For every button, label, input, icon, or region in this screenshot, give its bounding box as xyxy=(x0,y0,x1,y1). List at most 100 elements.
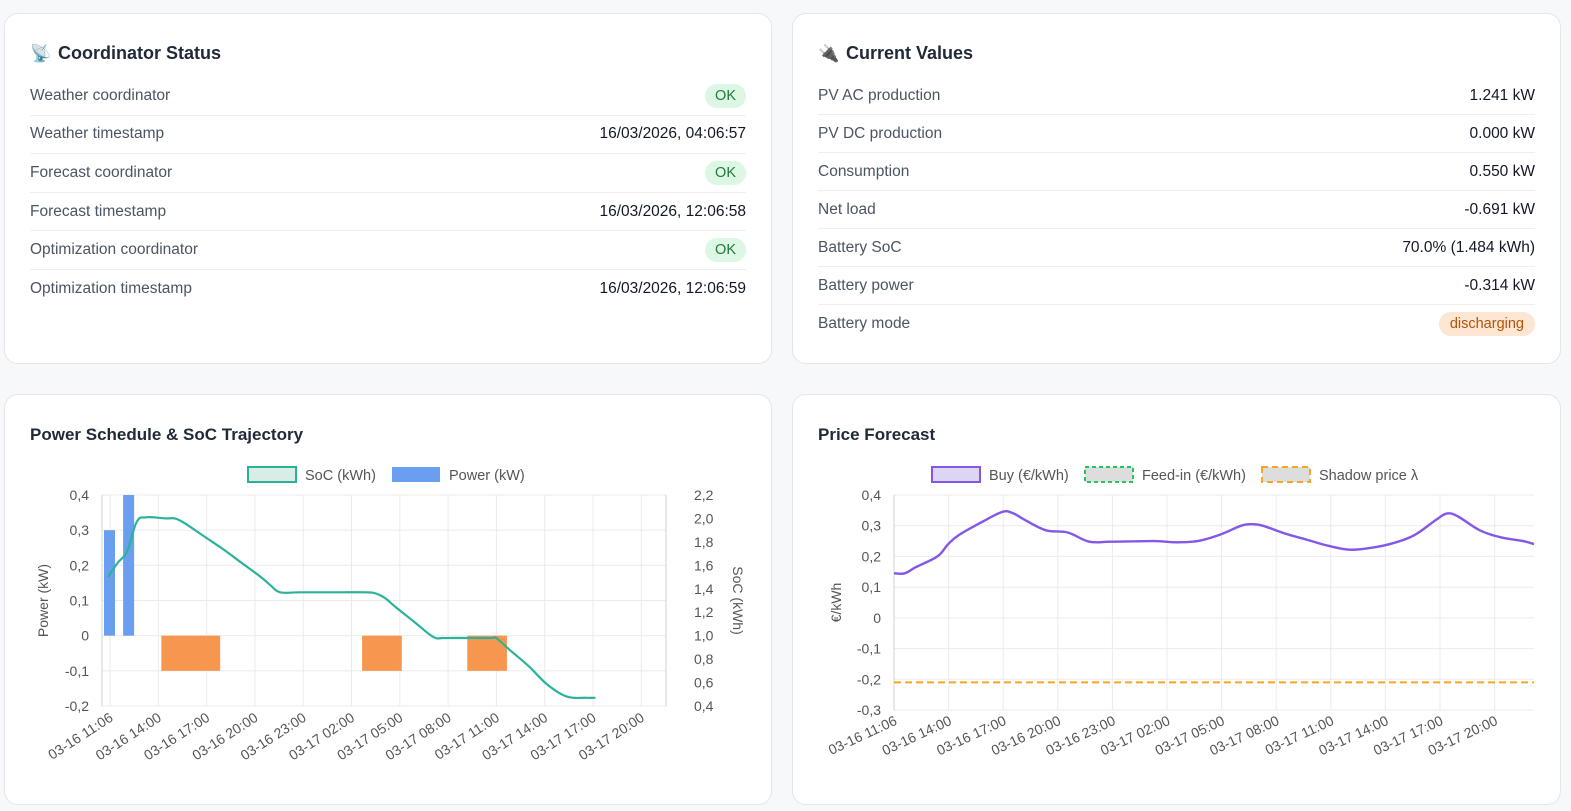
row-value: 70.0% (1.484 kWh) xyxy=(1402,238,1535,256)
row-label: PV DC production xyxy=(818,124,943,142)
row-optimization-timestamp: Optimization timestamp 16/03/2026, 12:06:… xyxy=(30,270,746,309)
row-label: Consumption xyxy=(818,162,910,180)
row-forecast-coordinator: Forecast coordinator OK xyxy=(30,154,746,193)
y-tick-right: 1,8 xyxy=(694,534,714,550)
power-bar xyxy=(381,635,393,671)
power-bar xyxy=(371,635,383,671)
y-tick-right: 1,2 xyxy=(694,604,714,620)
row-forecast-timestamp: Forecast timestamp 16/03/2026, 12:06:58 xyxy=(30,193,746,232)
y-tick-right: 0,8 xyxy=(694,651,714,667)
row-optimization-coordinator: Optimization coordinator OK xyxy=(30,231,746,270)
y-tick: 0 xyxy=(873,610,881,626)
row-net-load: Net load -0.691 kW xyxy=(818,191,1535,229)
row-battery-mode: Battery mode discharging xyxy=(818,305,1535,343)
row-battery-power: Battery power -0.314 kW xyxy=(818,267,1535,305)
power-bar xyxy=(190,635,202,671)
y-tick-left: 0,1 xyxy=(70,593,90,609)
power-bar xyxy=(495,635,507,671)
y-tick: 0,2 xyxy=(862,548,882,564)
legend-soc-swatch xyxy=(247,466,297,483)
coordinator-status-card: 📡 Coordinator Status Weather coordinator… xyxy=(4,13,772,364)
power-bar xyxy=(161,635,173,671)
row-pv-ac-production: PV AC production 1.241 kW xyxy=(818,77,1535,115)
power-bar xyxy=(362,635,374,671)
row-label: Weather timestamp xyxy=(30,125,165,143)
row-value: 16/03/2026, 12:06:59 xyxy=(599,280,746,298)
y-tick-left: 0,4 xyxy=(70,487,90,503)
coordinator-status-title: 📡 Coordinator Status xyxy=(30,43,221,64)
row-label: Net load xyxy=(818,200,876,218)
plug-icon: 🔌 xyxy=(818,43,840,63)
status-badge: OK xyxy=(705,238,746,263)
row-battery-soc: Battery SoC 70.0% (1.484 kWh) xyxy=(818,229,1535,267)
power-bar xyxy=(180,635,192,671)
row-value: 0.000 kW xyxy=(1469,124,1535,142)
y-axis-title: €/kWh xyxy=(828,583,844,623)
status-badge: discharging xyxy=(1438,312,1535,336)
row-value: 1.241 kW xyxy=(1469,86,1535,104)
y-axis-title-left: Power (kW) xyxy=(35,564,51,637)
power-bar xyxy=(104,530,115,636)
y-tick: 0,4 xyxy=(862,487,882,503)
power-bar xyxy=(476,635,488,671)
row-consumption: Consumption 0.550 kW xyxy=(818,153,1535,191)
current-values-list: PV AC production 1.241 kW PV DC production… xyxy=(818,77,1535,343)
y-tick-right: 0,4 xyxy=(694,698,714,714)
row-label: Forecast coordinator xyxy=(30,163,173,181)
legend-feedin-label: Feed-in (€/kWh) xyxy=(1142,468,1246,484)
row-label: Optimization timestamp xyxy=(30,280,192,298)
legend-soc-label: SoC (kWh) xyxy=(305,468,376,484)
legend-buy-swatch xyxy=(931,466,981,483)
legend-power-swatch xyxy=(392,467,440,482)
row-value: 16/03/2026, 04:06:57 xyxy=(599,125,746,143)
current-values-title-text: Current Values xyxy=(846,43,974,63)
status-badge: OK xyxy=(705,83,746,108)
y-tick-right: 1,0 xyxy=(694,628,714,644)
y-tick-left: -0,1 xyxy=(65,663,89,679)
power-bar xyxy=(467,635,479,671)
row-weather-timestamp: Weather timestamp 16/03/2026, 04:06:57 xyxy=(30,116,746,155)
legend-shadow-label: Shadow price λ xyxy=(1319,468,1419,484)
power-bar xyxy=(486,635,498,671)
y-tick-right: 2,2 xyxy=(694,487,714,503)
y-tick: -0,3 xyxy=(857,702,881,718)
row-value: 16/03/2026, 12:06:58 xyxy=(599,202,746,220)
row-label: Weather coordinator xyxy=(30,86,171,104)
legend-shadow-swatch xyxy=(1261,466,1311,483)
row-value: -0.314 kW xyxy=(1464,276,1535,294)
y-tick-right: 1,6 xyxy=(694,557,714,573)
price-forecast-card: Price Forecast Buy (€/kWh) Feed-in (€/kWh… xyxy=(792,394,1561,805)
price-forecast-chart: Buy (€/kWh) Feed-in (€/kWh) Shadow price λ… xyxy=(826,466,1535,758)
y-tick-left: -0,2 xyxy=(65,698,89,714)
power-bar xyxy=(170,635,182,671)
power-schedule-title: Power Schedule & SoC Trajectory xyxy=(30,425,304,444)
power-bar xyxy=(123,495,135,636)
power-bar xyxy=(199,635,211,671)
satellite-icon: 📡 xyxy=(30,43,52,63)
price-forecast-title: Price Forecast xyxy=(818,425,936,444)
power-bar xyxy=(390,635,402,671)
y-tick-left: 0 xyxy=(81,628,89,644)
y-tick: 0,3 xyxy=(862,518,882,534)
y-tick: 0,1 xyxy=(862,579,882,595)
row-label: Optimization coordinator xyxy=(30,241,198,259)
row-label: Battery mode xyxy=(818,315,911,332)
y-tick-right: 0,6 xyxy=(694,675,714,691)
row-value: 0.550 kW xyxy=(1469,162,1535,180)
legend-feedin-swatch xyxy=(1084,466,1134,483)
row-pv-dc-production: PV DC production 0.000 kW xyxy=(818,115,1535,153)
row-weather-coordinator: Weather coordinator OK xyxy=(30,77,746,116)
row-label: Battery power xyxy=(818,276,914,294)
coordinator-status-list: Weather coordinator OK Weather timestamp 16… xyxy=(30,77,746,309)
current-values-card: 🔌 Current Values PV AC production 1.241 k… xyxy=(792,13,1561,364)
y-tick-right: 2,0 xyxy=(694,510,714,526)
y-tick: -0,1 xyxy=(857,641,881,657)
status-badge: OK xyxy=(705,160,746,185)
y-tick-right: 1,4 xyxy=(694,581,714,597)
legend-buy-label: Buy (€/kWh) xyxy=(989,468,1069,484)
row-label: PV AC production xyxy=(818,86,941,104)
soc-line xyxy=(107,516,596,700)
current-values-title: 🔌 Current Values xyxy=(818,43,973,64)
power-bar xyxy=(209,635,221,671)
y-tick: -0,2 xyxy=(857,671,881,687)
